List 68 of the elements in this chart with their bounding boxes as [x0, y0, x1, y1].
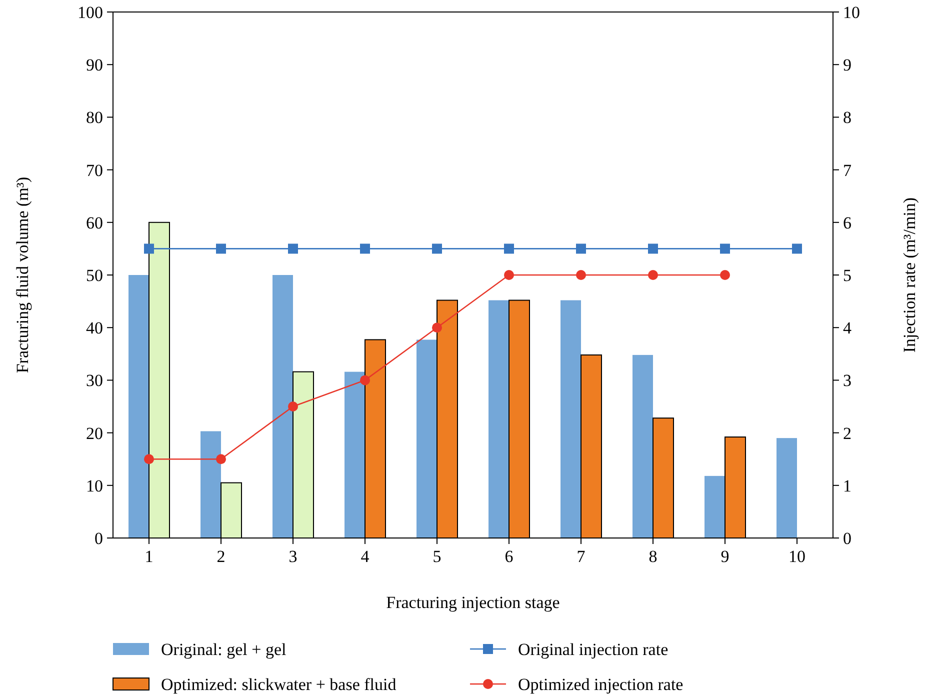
point: [504, 244, 514, 254]
y-tick-label: 50: [86, 266, 103, 285]
x-tick-label: 7: [576, 547, 586, 566]
bar: [128, 275, 149, 538]
y-tick-label: 70: [86, 160, 103, 180]
point: [576, 244, 586, 254]
x-tick-label: 1: [144, 547, 154, 566]
bar: [344, 372, 365, 538]
y2-tick-label: 2: [843, 424, 852, 443]
y-tick-label: 30: [86, 371, 103, 390]
y2-tick-label: 9: [843, 56, 852, 75]
point: [216, 244, 226, 254]
point: [648, 244, 658, 254]
y2-tick-label: 3: [843, 371, 852, 390]
bar: [632, 354, 653, 538]
y2-tick-label: 7: [843, 160, 852, 180]
legend-label: Original: gel + gel: [161, 640, 287, 659]
y-tick-label: 0: [94, 528, 103, 548]
point: [144, 244, 154, 254]
point: [792, 244, 802, 254]
point: [360, 244, 370, 254]
y2-tick-label: 6: [843, 213, 852, 232]
point: [432, 322, 442, 333]
y-tick-label: 40: [86, 318, 103, 338]
y-tick-label: 80: [86, 108, 103, 128]
point: [432, 244, 442, 254]
point: [720, 270, 730, 280]
y2-tick-label: 10: [843, 2, 860, 22]
bar: [488, 300, 509, 538]
x-tick-label: 5: [432, 547, 442, 566]
y2-tick-label: 5: [843, 266, 852, 285]
bar: [416, 340, 437, 538]
legend-label: Optimized injection rate: [518, 674, 684, 694]
bar: [776, 438, 797, 538]
y2-axis-title: Injection rate (m³/min): [900, 197, 919, 353]
x-tick-label: 6: [504, 547, 514, 566]
bar: [200, 431, 221, 538]
y-tick-label: 10: [86, 476, 103, 496]
legend-label: Original injection rate: [518, 640, 668, 659]
point: [648, 270, 658, 280]
point: [288, 244, 298, 254]
y2-tick-label: 8: [843, 108, 852, 128]
point: [360, 375, 370, 386]
bar: [272, 275, 293, 538]
y2-tick-label: 4: [843, 318, 852, 338]
y-tick-label: 90: [86, 56, 103, 75]
bar: [704, 476, 725, 538]
legend-label: Optimized: slickwater + base fluid: [161, 674, 397, 694]
x-tick-label: 8: [648, 547, 658, 566]
x-axis-title: Fracturing injection stage: [386, 593, 560, 612]
y-axis-title: Fracturing fluid volume (m³): [13, 176, 32, 374]
point: [288, 402, 298, 412]
point: [504, 270, 514, 280]
x-tick-label: 10: [788, 547, 806, 566]
y-tick-label: 20: [86, 424, 103, 443]
bar: [560, 300, 581, 538]
y2-tick-label: 1: [843, 476, 852, 496]
point: [576, 270, 586, 280]
y-tick-label: 100: [78, 2, 103, 22]
point: [144, 454, 154, 464]
point: [216, 454, 226, 464]
y-tick-label: 60: [86, 213, 103, 232]
y2-tick-label: 0: [843, 528, 852, 548]
x-tick-label: 4: [360, 547, 370, 566]
x-tick-label: 2: [216, 547, 226, 566]
x-tick-label: 9: [720, 547, 730, 566]
x-tick-label: 3: [288, 547, 298, 566]
point: [720, 244, 730, 254]
